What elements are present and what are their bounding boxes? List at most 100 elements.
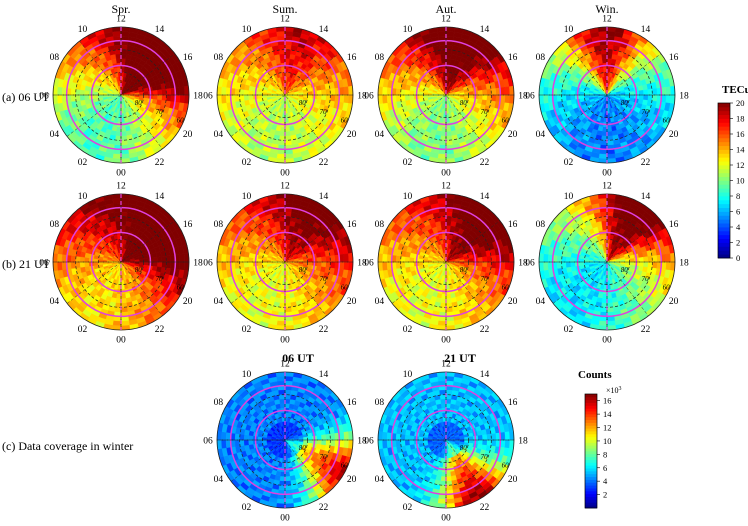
heat-cell <box>439 211 447 218</box>
heat-cell <box>276 320 286 326</box>
heat-cell <box>445 302 453 308</box>
heat-cell <box>606 130 613 137</box>
heat-cell <box>152 94 158 100</box>
heat-cell <box>280 58 286 64</box>
mlt-tick-label: 12 <box>280 15 290 25</box>
mlt-tick-label: 18 <box>679 92 689 102</box>
heat-cell <box>152 261 158 267</box>
heat-cell <box>665 94 671 104</box>
heat-cell <box>161 255 167 263</box>
heat-cell <box>343 253 349 263</box>
heat-cell <box>325 261 331 269</box>
mlt-tick-label: 08 <box>50 220 60 230</box>
heat-cell <box>606 153 616 159</box>
heat-cell <box>329 255 336 263</box>
heat-cell <box>112 153 122 159</box>
mlt-tick-label: 14 <box>155 25 165 35</box>
heat-cell <box>57 261 63 271</box>
heat-cell <box>445 58 451 64</box>
mlt-tick-label: 00 <box>280 336 290 346</box>
heat-cell <box>445 211 453 218</box>
heat-cell <box>112 31 122 37</box>
heat-cell <box>278 302 286 308</box>
heat-cell <box>156 89 163 96</box>
heat-cell <box>156 94 163 101</box>
heat-cell <box>116 293 122 299</box>
mlt-tick-label: 14 <box>480 25 490 35</box>
heat-cell <box>481 94 488 101</box>
heat-cell <box>600 135 608 141</box>
heat-cell <box>404 94 411 101</box>
mlt-tick-label: 08 <box>50 53 60 63</box>
heat-cell <box>606 53 613 60</box>
heat-cell <box>75 88 81 96</box>
heat-cell <box>606 126 612 132</box>
heat-cell <box>439 139 447 146</box>
heat-cell <box>179 261 185 271</box>
heat-cell <box>343 94 349 104</box>
heat-cell <box>325 255 331 263</box>
heat-cell <box>400 261 406 269</box>
heat-cell <box>598 31 608 37</box>
heat-cell <box>156 256 163 263</box>
mlt-tick-label: 06 <box>203 259 213 269</box>
heat-cell <box>102 261 108 265</box>
heat-cell <box>565 89 572 96</box>
heat-cell <box>343 261 349 271</box>
latitude-tick-label: 80 <box>299 99 307 107</box>
heat-cell <box>279 130 286 137</box>
heat-cell <box>316 94 322 100</box>
heat-cell <box>445 293 451 299</box>
heat-cell <box>114 211 122 218</box>
mlt-tick-label: 02 <box>564 158 574 168</box>
heat-cell <box>120 49 128 55</box>
heat-cell <box>570 90 576 96</box>
row-label-06ut: (a) 06 UT <box>2 90 50 104</box>
heat-cell <box>221 86 227 96</box>
heat-cell <box>598 153 608 159</box>
mlt-tick-label: 16 <box>508 53 518 63</box>
heat-cell <box>445 31 455 37</box>
mlt-tick-label: 20 <box>183 130 193 140</box>
heat-cell <box>440 53 447 60</box>
mlt-tick-label: 10 <box>78 192 88 202</box>
heat-cell <box>543 94 549 104</box>
heat-cell <box>284 320 294 326</box>
heat-cell <box>602 58 608 64</box>
heat-cell <box>624 91 630 96</box>
heat-cell <box>329 94 336 102</box>
heat-cell <box>504 261 510 271</box>
heat-cell <box>463 91 469 96</box>
heat-cell <box>120 302 128 308</box>
heat-cell <box>437 198 447 204</box>
heat-cell <box>284 58 290 64</box>
heat-cell <box>556 88 563 96</box>
heat-cell <box>404 261 411 268</box>
heat-cell <box>651 88 658 96</box>
heat-cell <box>239 261 245 269</box>
heat-cell <box>329 88 336 96</box>
heat-cell <box>102 94 108 98</box>
heat-cell <box>257 261 263 266</box>
mlt-tick-label: 00 <box>280 169 290 179</box>
heat-cell <box>278 211 286 218</box>
heat-cell <box>279 297 286 304</box>
heat-cell <box>490 255 497 263</box>
heat-cell <box>441 58 447 64</box>
mlt-grid-line <box>66 53 176 137</box>
heat-cell <box>320 256 327 263</box>
latitude-tick-label: 70 <box>320 275 328 283</box>
mlt-tick-label: 00 <box>116 336 126 346</box>
heat-cell <box>302 258 308 263</box>
heat-cell <box>400 94 406 102</box>
heat-cell <box>284 302 292 308</box>
column-header-autumn: Aut. <box>436 2 457 16</box>
heat-cell <box>120 211 128 218</box>
latitude-tick-label: 60 <box>502 116 510 124</box>
heat-cell <box>221 253 227 263</box>
heat-cell <box>606 135 614 141</box>
heat-cell <box>280 126 286 132</box>
heat-cell <box>486 94 492 102</box>
heat-cell <box>114 306 122 313</box>
